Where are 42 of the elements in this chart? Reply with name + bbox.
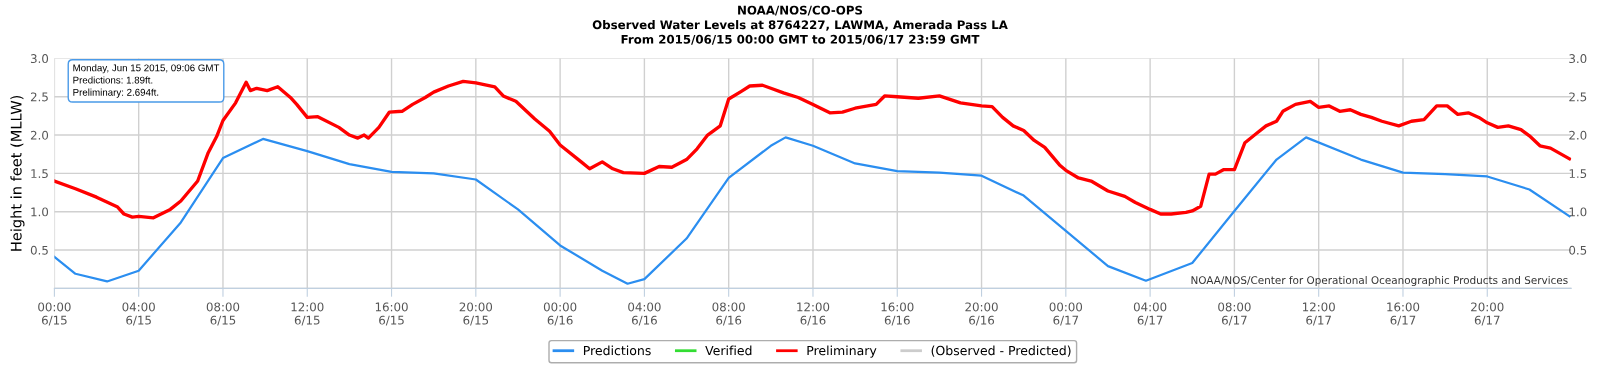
y-tick-label: 1.0 [31, 207, 49, 217]
y-tick-label: 3.0 [30, 54, 49, 64]
legend-label: (Observed - Predicted) [931, 345, 1071, 357]
x-tick-label: 12:00 6/17 [1302, 302, 1335, 326]
legend-label: Verified [705, 345, 752, 356]
legend-label: Predictions [583, 345, 651, 356]
chart-title: NOAA/NOS/CO-OPS [738, 5, 863, 16]
x-tick-label: 08:00 6/15 [206, 302, 240, 326]
y2-tick-label: 1.0 [1569, 207, 1587, 217]
x-tick-label: 04:00 6/17 [1133, 302, 1167, 326]
x-tick-label: 00:00 6/15 [38, 302, 71, 326]
y2-tick-label: 2.5 [1569, 92, 1587, 102]
y2-tick-label: 1.5 [1569, 169, 1587, 179]
chart-subtitle: Observed Water Levels at 8764227, LAWMA, Amerada Pass LA From 2015/06/15 00:00 GMT to 2015/06/17 23:59 GMT [592, 20, 1008, 45]
y-axis-title: Height in feet (MLLW) [10, 95, 25, 251]
x-tick-label: 16:00 6/16 [881, 302, 914, 326]
line-series [54, 136, 1571, 285]
legend-label: Preliminary [807, 345, 877, 358]
x-tick-label: 04:00 6/16 [628, 302, 661, 326]
x-tick-label: 12:00 6/16 [797, 302, 830, 326]
x-tick-label: 20:00 6/15 [459, 302, 493, 326]
x-tick-label: 20:00 6/16 [965, 302, 998, 326]
y-tick-label: 2.0 [30, 130, 49, 140]
x-tick-label: 04:00 6/15 [122, 302, 155, 326]
y2-tick-label: 2.0 [1569, 130, 1587, 140]
x-tick-label: 12:00 6/15 [291, 302, 324, 326]
x-tick-label: 00:00 6/16 [543, 302, 577, 326]
y2-tick-label: 3.0 [1569, 54, 1587, 64]
x-tick-label: 08:00 6/17 [1218, 302, 1251, 326]
y2-tick-label: 0.5 [1569, 245, 1587, 255]
x-tick-label: 00:00 6/17 [1049, 302, 1083, 326]
x-tick-label: 20:00 6/17 [1471, 302, 1504, 326]
annotation: Preliminary: 2.694ft. [73, 88, 159, 98]
annotation: Predictions: 1.89ft. [73, 76, 153, 84]
x-tick-label: 16:00 6/17 [1387, 302, 1420, 326]
annotation: Monday, Jun 15 2015, 09:06 GMT [73, 64, 220, 74]
y-tick-label: 2.5 [30, 92, 48, 102]
y-tick-label: 1.5 [31, 169, 48, 179]
annotation: NOAA/NOS/Center for Operational Oceanographic Products and Services [1191, 275, 1568, 287]
x-tick-label: 16:00 6/15 [375, 302, 408, 326]
x-tick-label: 08:00 6/16 [712, 302, 745, 326]
y-tick-label: 0.5 [30, 245, 48, 255]
